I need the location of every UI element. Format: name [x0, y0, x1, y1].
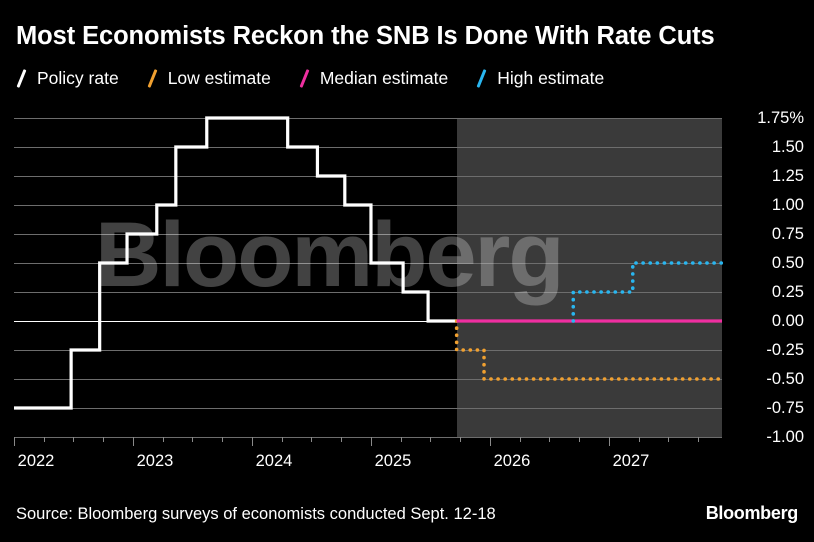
y-tick-label: -0.50 — [766, 370, 804, 388]
y-tick-label: -0.75 — [766, 399, 804, 417]
forecast-shaded-region — [456, 118, 722, 437]
gridline--0.5 — [14, 379, 722, 380]
y-tick-label: 0.25 — [771, 283, 804, 301]
x-axis-line — [14, 437, 722, 438]
x-tick — [132, 437, 134, 446]
y-tick-label: 0.75 — [771, 225, 804, 243]
x-tick-label: 2022 — [17, 452, 55, 470]
x-tick — [668, 437, 670, 442]
x-tick — [400, 437, 402, 442]
legend-policy-rate-label: Policy rate — [37, 68, 119, 88]
series-low-estimate — [454, 319, 724, 381]
y-tick-label: -1.00 — [766, 428, 804, 446]
legend-high-estimate-label: High estimate — [497, 68, 605, 88]
x-tick — [251, 437, 253, 446]
x-tick — [281, 437, 283, 442]
legend-high-estimate[interactable]: High estimate — [474, 68, 604, 89]
y-tick-label: 1.25 — [771, 167, 804, 185]
legend-median-estimate-swatch-icon — [297, 69, 312, 88]
x-tick — [519, 437, 521, 442]
plot-area — [14, 116, 724, 438]
y-tick-label: 1.00 — [771, 196, 804, 214]
gridline-1.25 — [14, 176, 722, 177]
legend-median-estimate[interactable]: Median estimate — [297, 68, 448, 89]
series-layer — [14, 116, 724, 410]
gridline-1.75 — [14, 118, 722, 119]
x-tick — [460, 437, 462, 442]
x-tick-label: 2027 — [612, 452, 650, 470]
y-tick-label: 0.50 — [771, 254, 804, 272]
y-tick-label: 0.00 — [771, 312, 804, 330]
legend-low-estimate-label: Low estimate — [167, 68, 271, 88]
y-tick-label: 1.75% — [757, 109, 804, 127]
x-tick-label: 2024 — [255, 452, 293, 470]
x-tick — [162, 437, 164, 442]
x-tick — [489, 437, 491, 446]
x-tick — [43, 437, 45, 442]
gridline--0.25 — [14, 350, 722, 351]
x-tick — [370, 437, 372, 446]
x-tick — [430, 437, 432, 442]
legend-policy-rate[interactable]: Policy rate — [14, 68, 119, 89]
legend-low-estimate-swatch-icon — [145, 69, 160, 88]
gridline--0.75 — [14, 408, 722, 409]
series-policy-rate — [14, 116, 457, 410]
series-high-estimate — [571, 261, 724, 323]
x-tick — [638, 437, 640, 442]
x-tick — [222, 437, 224, 442]
x-tick — [608, 437, 610, 446]
gridline-0.75 — [14, 234, 722, 235]
x-tick — [579, 437, 581, 442]
footer-bar — [0, 495, 814, 542]
x-tick — [311, 437, 313, 442]
legend-high-estimate-swatch-icon — [474, 69, 489, 88]
legend-policy-rate-swatch-icon — [14, 69, 29, 88]
x-tick — [549, 437, 551, 442]
y-tick-label: 1.50 — [771, 138, 804, 156]
x-tick — [73, 437, 75, 442]
gridline-1.5 — [14, 147, 722, 148]
chart-legend: Policy rate Low estimate Median estimate Hi… — [14, 68, 630, 89]
gridline-0 — [14, 321, 722, 323]
legend-low-estimate[interactable]: Low estimate — [145, 68, 271, 89]
x-tick — [192, 437, 194, 442]
page-title: Most Economists Reckon the SNB Is Done W… — [16, 22, 715, 50]
gridline-0.25 — [14, 292, 722, 293]
x-tick-label: 2023 — [136, 452, 174, 470]
source-note: Source: Bloomberg surveys of economists … — [16, 505, 496, 523]
x-tick — [14, 437, 15, 446]
x-tick — [341, 437, 343, 442]
bloomberg-logo: Bloomberg — [705, 503, 799, 523]
legend-median-estimate-label: Median estimate — [319, 68, 449, 88]
x-tick — [698, 437, 700, 442]
y-tick-label: -0.25 — [766, 341, 804, 359]
gridline-0.5 — [14, 263, 722, 264]
x-tick-label: 2025 — [374, 452, 412, 470]
x-tick — [103, 437, 105, 442]
x-tick-label: 2026 — [493, 452, 531, 470]
